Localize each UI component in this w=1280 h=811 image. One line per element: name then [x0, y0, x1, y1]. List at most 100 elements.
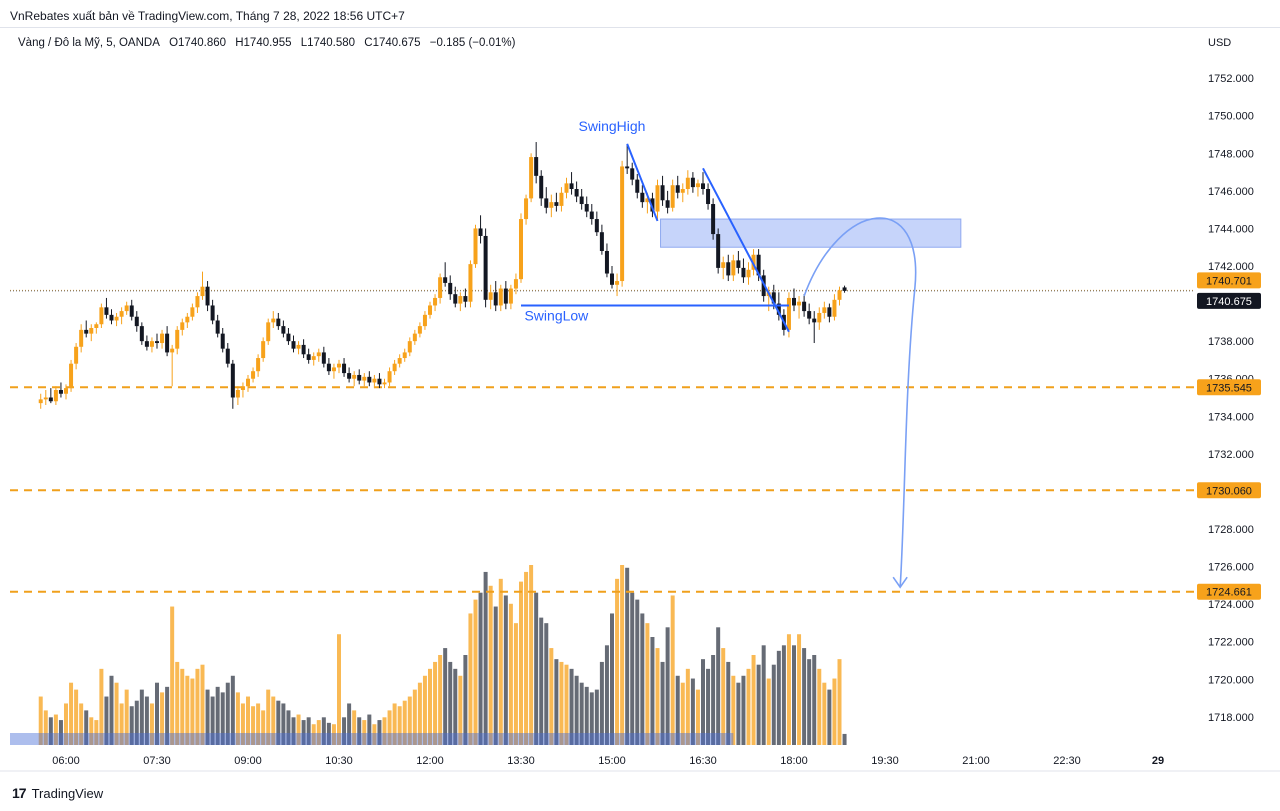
candle-body[interactable]	[261, 341, 266, 359]
candle-body[interactable]	[650, 198, 655, 212]
candle-body[interactable]	[124, 305, 129, 312]
candle-body[interactable]	[165, 333, 170, 353]
candle-body[interactable]	[326, 363, 331, 372]
candle-body[interactable]	[776, 303, 781, 315]
candle-body[interactable]	[382, 382, 387, 385]
candle-body[interactable]	[519, 219, 523, 280]
candle-body[interactable]	[842, 287, 847, 291]
candle-body[interactable]	[276, 318, 281, 327]
candle-body[interactable]	[215, 320, 220, 334]
candle-body[interactable]	[266, 322, 271, 342]
candle-body[interactable]	[256, 358, 261, 372]
candle-body[interactable]	[190, 307, 195, 317]
candle-body[interactable]	[670, 185, 675, 208]
candle-body[interactable]	[306, 354, 311, 360]
candle-body[interactable]	[660, 185, 665, 201]
candle-body[interactable]	[529, 157, 534, 199]
candle-body[interactable]	[200, 286, 205, 297]
candle-body[interactable]	[210, 305, 215, 321]
candle-body[interactable]	[377, 378, 382, 385]
candle-body[interactable]	[786, 297, 791, 330]
candle-body[interactable]	[64, 388, 68, 394]
candle-body[interactable]	[559, 192, 564, 206]
candle-body[interactable]	[99, 307, 104, 325]
candle-body[interactable]	[271, 318, 276, 323]
candle-body[interactable]	[665, 200, 670, 208]
candle-body[interactable]	[104, 307, 109, 315]
candle-body[interactable]	[422, 314, 427, 327]
candle-body[interactable]	[635, 179, 640, 193]
candle-body[interactable]	[802, 301, 807, 312]
candle-body[interactable]	[321, 352, 326, 364]
candle-body[interactable]	[584, 204, 589, 212]
candle-body[interactable]	[675, 185, 680, 193]
candle-body[interactable]	[43, 397, 48, 400]
candle-body[interactable]	[139, 326, 144, 342]
candle-body[interactable]	[235, 389, 240, 398]
candle-body[interactable]	[751, 254, 756, 270]
candle-body[interactable]	[508, 288, 513, 304]
candle-body[interactable]	[817, 312, 822, 323]
candle-body[interactable]	[746, 269, 751, 278]
candle-body[interactable]	[741, 267, 746, 278]
candle-body[interactable]	[407, 341, 412, 353]
candle-body[interactable]	[792, 297, 796, 306]
candle-body[interactable]	[397, 358, 402, 364]
candle-body[interactable]	[342, 363, 347, 374]
candle-body[interactable]	[281, 326, 286, 334]
candle-body[interactable]	[756, 254, 761, 276]
candle-body[interactable]	[701, 183, 705, 189]
candle-body[interactable]	[534, 157, 539, 176]
candle-body[interactable]	[69, 363, 74, 389]
candle-body[interactable]	[827, 307, 832, 317]
candle-body[interactable]	[296, 344, 301, 349]
candle-body[interactable]	[433, 297, 438, 306]
candle-body[interactable]	[89, 328, 94, 334]
candle-body[interactable]	[417, 326, 422, 334]
candle-body[interactable]	[640, 192, 645, 203]
candle-body[interactable]	[483, 235, 488, 300]
candle-body[interactable]	[316, 352, 321, 357]
candle-body[interactable]	[367, 376, 372, 383]
candle-body[interactable]	[175, 329, 180, 349]
candle-body[interactable]	[109, 314, 114, 321]
candle-body[interactable]	[458, 296, 463, 304]
candle-body[interactable]	[48, 397, 53, 402]
candle-body[interactable]	[311, 356, 316, 360]
candle-body[interactable]	[463, 296, 468, 302]
candle-body[interactable]	[94, 324, 99, 328]
candle-body[interactable]	[524, 198, 529, 220]
candle-body[interactable]	[731, 260, 736, 276]
candle-body[interactable]	[822, 307, 827, 313]
candle-body[interactable]	[539, 175, 544, 199]
candle-body[interactable]	[220, 333, 225, 349]
candle-body[interactable]	[448, 282, 453, 295]
candle-body[interactable]	[428, 305, 432, 315]
candle-body[interactable]	[797, 301, 802, 306]
candle-body[interactable]	[513, 279, 518, 289]
candle-body[interactable]	[544, 198, 549, 208]
candle-body[interactable]	[468, 264, 473, 302]
projection-arrow[interactable]	[803, 217, 917, 588]
candle-body[interactable]	[230, 363, 235, 398]
candle-body[interactable]	[53, 389, 58, 402]
swing-low-label[interactable]: SwingLow	[524, 307, 589, 323]
candle-body[interactable]	[438, 277, 443, 298]
candle-body[interactable]	[615, 281, 620, 285]
candle-body[interactable]	[392, 363, 397, 372]
candle-body[interactable]	[443, 277, 448, 283]
candle-body[interactable]	[685, 177, 690, 189]
candle-body[interactable]	[357, 374, 362, 381]
candle-body[interactable]	[726, 262, 731, 276]
candle-body[interactable]	[251, 371, 256, 379]
candle-body[interactable]	[74, 346, 79, 364]
footer-brand[interactable]: 17 TradingView	[12, 785, 103, 801]
candle-body[interactable]	[498, 288, 503, 306]
candle-body[interactable]	[347, 373, 352, 379]
candle-body[interactable]	[160, 333, 165, 344]
candle-body[interactable]	[79, 329, 84, 347]
candle-body[interactable]	[291, 341, 296, 349]
trend-line[interactable]	[702, 167, 790, 333]
candle-body[interactable]	[812, 318, 817, 323]
